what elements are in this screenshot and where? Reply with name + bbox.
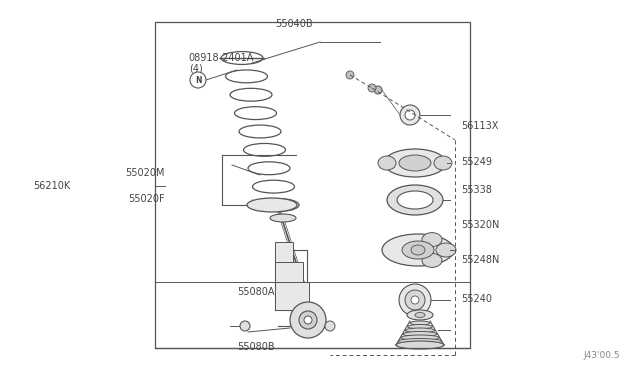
Ellipse shape [397,191,433,209]
Text: 55249: 55249 [461,157,492,167]
Circle shape [368,84,376,92]
Ellipse shape [422,253,442,267]
Ellipse shape [270,214,296,222]
Ellipse shape [399,155,431,171]
Bar [275,282,309,310]
Circle shape [399,284,431,316]
Bar [155,22,470,348]
Text: 55080A: 55080A [237,287,275,297]
Circle shape [190,72,206,88]
Circle shape [325,321,335,331]
Text: 55080B: 55080B [237,342,275,352]
Circle shape [405,290,425,310]
Circle shape [374,86,382,94]
Ellipse shape [410,321,430,325]
Ellipse shape [434,156,452,170]
Ellipse shape [403,331,437,337]
Ellipse shape [405,328,435,333]
Circle shape [346,71,354,79]
Text: J43'00.5: J43'00.5 [584,350,620,359]
Bar [275,242,293,262]
Text: 55020M: 55020M [125,168,165,178]
Ellipse shape [422,232,442,247]
Ellipse shape [387,185,443,215]
Ellipse shape [436,243,456,257]
Ellipse shape [396,342,444,348]
Circle shape [304,316,312,324]
Text: 55320N: 55320N [461,220,499,230]
Ellipse shape [247,198,297,212]
Circle shape [411,296,419,304]
Ellipse shape [396,341,444,349]
Circle shape [240,321,250,331]
Ellipse shape [378,156,396,170]
Text: 55338: 55338 [461,185,492,195]
Text: 55040B: 55040B [276,19,313,29]
Text: 55248N: 55248N [461,256,499,265]
Text: N: N [195,76,201,84]
Ellipse shape [401,335,439,340]
Text: 55020F: 55020F [129,194,165,204]
Ellipse shape [398,339,442,344]
Text: 08918-2401A: 08918-2401A [189,53,254,62]
Ellipse shape [411,245,425,255]
Ellipse shape [382,234,454,266]
Circle shape [290,302,326,338]
Circle shape [405,110,415,120]
Text: 55240: 55240 [461,295,492,304]
Bar [275,262,303,282]
Ellipse shape [384,149,446,177]
Ellipse shape [402,241,434,259]
Circle shape [400,105,420,125]
Ellipse shape [407,310,433,320]
Text: 56210K: 56210K [33,181,70,191]
Ellipse shape [408,324,433,329]
Text: 56113X: 56113X [461,122,498,131]
Text: (4): (4) [189,64,203,74]
Ellipse shape [415,312,425,317]
Circle shape [299,311,317,329]
